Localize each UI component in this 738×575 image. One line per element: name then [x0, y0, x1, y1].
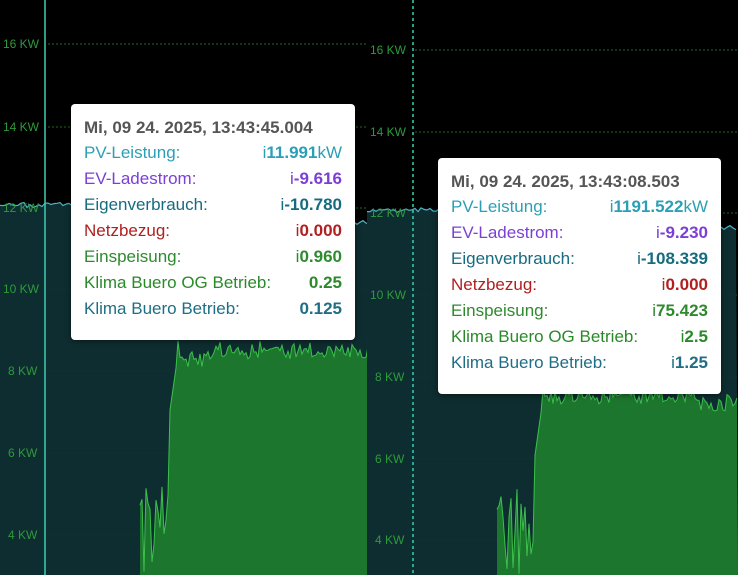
row-value: -9.230: [659, 223, 708, 242]
y-tick-label: 12 KW: [370, 206, 407, 220]
y-tick-label: 8 KW: [375, 370, 405, 384]
y-tick-label: 6 KW: [8, 446, 38, 460]
row-value: 0.000: [665, 275, 708, 294]
row-value: -108.339: [640, 249, 708, 268]
row-prefix: i: [262, 143, 267, 162]
row-prefix: i: [609, 197, 614, 216]
row-label: Netzbezug:: [84, 221, 170, 240]
y-tick-label: 4 KW: [8, 528, 38, 542]
row-prefix: i: [671, 353, 675, 372]
row-value: 0.25: [308, 273, 342, 292]
row-prefix: i: [295, 221, 300, 240]
tooltip-row-netzbezug: Netzbezug: i0.000: [451, 275, 708, 301]
row-unit: kW: [317, 143, 342, 162]
tooltip-row-klima-buero-og: Klima Buero OG Betrieb: i2.5: [451, 327, 708, 353]
row-label: Klima Buero Betrieb:: [451, 353, 607, 372]
einspeisung-area: [497, 386, 738, 575]
row-label: Klima Buero OG Betrieb:: [84, 273, 272, 292]
y-tick-label: 6 KW: [375, 452, 405, 466]
tooltip-row-einspeisung: Einspeisung: i0.960: [84, 247, 342, 273]
row-prefix: i: [652, 301, 656, 320]
row-value: 1191.522: [613, 197, 684, 216]
row-label: PV-Leistung:: [451, 197, 548, 216]
tooltip-row-einspeisung: Einspeisung: i75.423: [451, 301, 708, 327]
row-label: PV-Leistung:: [84, 143, 181, 162]
tooltip-row-ev-ladestrom: EV-Ladestrom: i-9.616: [84, 169, 342, 195]
row-label: Eigenverbrauch:: [451, 249, 575, 268]
y-tick-label: 14 KW: [3, 120, 40, 134]
row-prefix: i: [656, 223, 660, 242]
row-value: -10.780: [284, 195, 342, 214]
tooltip-row-klima-buero-og: Klima Buero OG Betrieb: 0.25: [84, 273, 342, 299]
row-prefix: i: [280, 195, 285, 214]
tooltip-row-ev-ladestrom: EV-Ladestrom: i-9.230: [451, 223, 708, 249]
einspeisung-line: [139, 340, 413, 572]
row-prefix: i: [295, 247, 300, 266]
einspeisung-line: [496, 386, 738, 574]
y-tick-label: 16 KW: [370, 43, 407, 57]
row-value: 0.125: [299, 299, 342, 318]
row-prefix: i: [290, 169, 294, 188]
tooltip-row-eigenverbrauch: Eigenverbrauch: i-10.780: [84, 195, 342, 221]
row-value: 11.991: [266, 143, 318, 162]
row-prefix: i: [637, 249, 641, 268]
y-tick-label: 10 KW: [3, 282, 40, 296]
row-value: 0.960: [299, 247, 342, 266]
tooltip-row-eigenverbrauch: Eigenverbrauch: i-108.339: [451, 249, 708, 275]
y-tick-label: 4 KW: [375, 533, 405, 547]
row-value: -9.616: [293, 169, 342, 188]
tooltip-row-netzbezug: Netzbezug: i0.000: [84, 221, 342, 247]
tooltip-timestamp: Mi, 09 24. 2025, 13:43:08.503: [451, 172, 680, 191]
tooltip-left: Mi, 09 24. 2025, 13:43:45.004 PV-Leistun…: [71, 104, 355, 340]
row-label: Klima Buero Betrieb:: [84, 299, 240, 318]
row-label: EV-Ladestrom:: [84, 169, 197, 188]
row-label: Netzbezug:: [451, 275, 537, 294]
y-tick-label: 10 KW: [370, 288, 407, 302]
row-label: Einspeisung:: [451, 301, 549, 320]
row-value: 1.25: [674, 353, 708, 372]
tooltip-row-pv-leistung: PV-Leistung: i1191.522kW: [451, 197, 708, 223]
row-value: 75.423: [656, 301, 708, 320]
row-label: Klima Buero OG Betrieb:: [451, 327, 639, 346]
row-prefix: i: [680, 327, 685, 346]
row-label: Einspeisung:: [84, 247, 182, 266]
einspeisung-area: [140, 341, 413, 575]
tooltip-row-klima-buero: Klima Buero Betrieb: i1.25: [451, 353, 708, 379]
tooltip-right: Mi, 09 24. 2025, 13:43:08.503 PV-Leistun…: [438, 158, 721, 394]
y-tick-label: 14 KW: [370, 125, 407, 139]
row-unit: kW: [683, 197, 708, 216]
y-tick-label: 16 KW: [3, 37, 40, 51]
row-prefix: i: [661, 275, 666, 294]
y-tick-label: 12 KW: [3, 201, 40, 215]
tooltip-timestamp: Mi, 09 24. 2025, 13:43:45.004: [84, 118, 313, 137]
row-label: Eigenverbrauch:: [84, 195, 208, 214]
y-tick-label: 8 KW: [8, 364, 38, 378]
tooltip-row-klima-buero: Klima Buero Betrieb: 0.125: [84, 299, 342, 325]
row-value: 2.5: [684, 327, 708, 346]
row-value: 0.000: [299, 221, 342, 240]
row-label: EV-Ladestrom:: [451, 223, 564, 242]
tooltip-row-pv-leistung: PV-Leistung: i11.991kW: [84, 143, 342, 169]
